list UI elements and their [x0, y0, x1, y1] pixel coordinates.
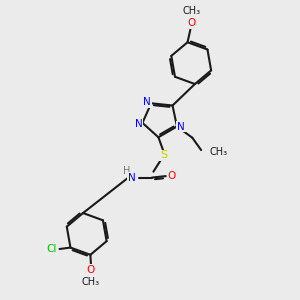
Text: O: O [87, 265, 95, 275]
Text: O: O [188, 18, 196, 28]
Text: N: N [143, 97, 151, 107]
Text: N: N [135, 119, 142, 129]
Text: CH₃: CH₃ [82, 277, 100, 287]
Text: N: N [177, 122, 185, 131]
Text: O: O [167, 171, 176, 181]
Text: N: N [128, 172, 136, 183]
Text: CH₃: CH₃ [209, 146, 227, 157]
Text: H: H [123, 166, 130, 176]
Text: Cl: Cl [47, 244, 57, 254]
Text: CH₃: CH₃ [183, 6, 201, 16]
Text: S: S [160, 151, 167, 160]
